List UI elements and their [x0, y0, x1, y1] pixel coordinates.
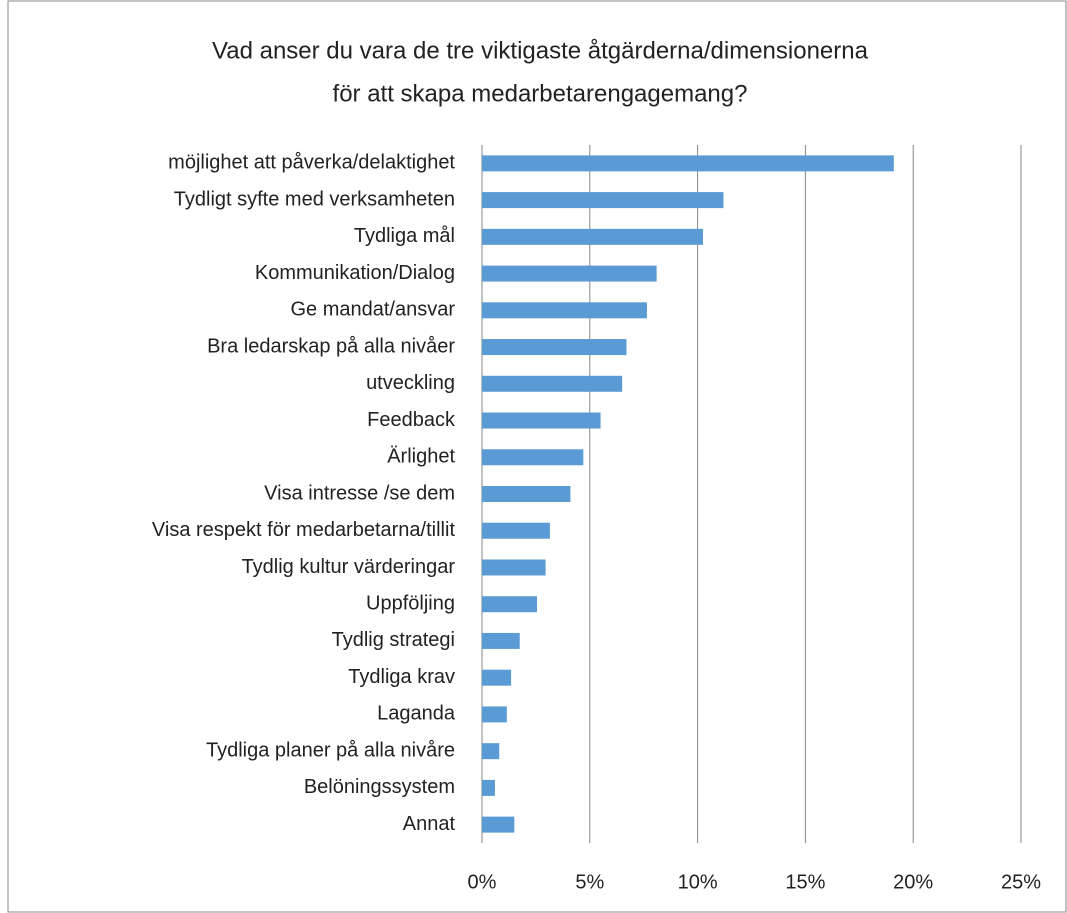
y-tick-label: Feedback	[367, 409, 456, 431]
bar	[482, 816, 515, 833]
x-tick-label: 5%	[575, 871, 604, 893]
y-tick-label: Tydliga mål	[354, 225, 455, 247]
bar	[482, 743, 500, 760]
y-tick-label: Visa intresse /se dem	[264, 482, 455, 504]
x-tick-label: 15%	[785, 871, 825, 893]
x-tick-label: 20%	[893, 871, 933, 893]
bar	[482, 265, 657, 282]
bar	[482, 486, 571, 502]
bar	[482, 155, 894, 172]
y-tick-label: Tydlig kultur värderingar	[242, 556, 456, 578]
y-tick-label: Annat	[403, 813, 456, 835]
y-tick-label: Tydlig strategi	[332, 629, 455, 651]
y-tick-label: Kommunikation/Dialog	[255, 262, 455, 284]
x-tick-label: 25%	[1001, 871, 1041, 893]
bar	[482, 522, 550, 539]
bar	[482, 412, 601, 429]
y-tick-label: Ge mandat/ansvar	[290, 299, 455, 321]
chart-title: Vad anser du vara de tre viktigaste åtgä…	[212, 37, 869, 64]
bar	[482, 339, 627, 356]
bar	[482, 669, 512, 686]
x-tick-label: 10%	[678, 871, 718, 893]
y-tick-label: möjlighet att påverka/delaktighet	[168, 152, 455, 174]
bar	[482, 449, 584, 466]
y-tick-label: utveckling	[366, 372, 455, 394]
bar	[482, 779, 495, 796]
y-tick-label: Uppföljing	[366, 592, 455, 614]
y-tick-label: Tydliga krav	[348, 666, 455, 688]
bar	[482, 192, 724, 209]
x-tick-label: 0%	[468, 871, 497, 893]
y-tick-label: Tydligt syfte med verksamheten	[174, 188, 455, 210]
bar	[482, 228, 703, 245]
y-tick-label: Visa respekt för medarbetarna/tillit	[152, 519, 456, 541]
y-tick-label: Ärlighet	[387, 446, 455, 468]
y-tick-label: Bra ledarskap på alla nivåer	[207, 335, 455, 357]
bar	[482, 302, 647, 319]
bar	[482, 706, 507, 723]
y-tick-label: Laganda	[377, 703, 456, 725]
bar	[482, 375, 623, 392]
bar	[482, 596, 537, 613]
y-tick-label: Belöningssystem	[304, 776, 455, 798]
y-tick-label: Tydliga planer på alla nivåre	[206, 739, 455, 761]
bar	[482, 632, 520, 649]
bar	[482, 559, 546, 576]
chart-title: för att skapa medarbetarengagemang?	[333, 80, 748, 107]
